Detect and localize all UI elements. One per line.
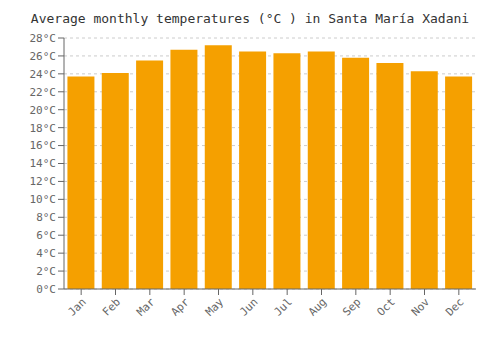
svg-text:18°C: 18°C: [30, 122, 57, 135]
svg-text:Nov: Nov: [409, 295, 433, 319]
svg-text:20°C: 20°C: [30, 104, 57, 117]
svg-text:Feb: Feb: [100, 295, 123, 318]
svg-text:May: May: [203, 295, 227, 319]
svg-text:2°C: 2°C: [36, 265, 56, 278]
svg-text:14°C: 14°C: [30, 157, 57, 170]
svg-text:Mar: Mar: [134, 295, 158, 319]
svg-text:28°C: 28°C: [30, 32, 57, 45]
svg-text:24°C: 24°C: [30, 68, 57, 81]
svg-text:26°C: 26°C: [30, 50, 57, 63]
svg-text:Apr: Apr: [169, 295, 193, 319]
svg-text:10°C: 10°C: [30, 193, 57, 206]
svg-text:Aug: Aug: [306, 295, 329, 318]
svg-text:Oct: Oct: [375, 295, 398, 318]
html-text:Average monthly temperatures (: Average monthly temperatures (°C ) in Sa…: [30, 11, 470, 26]
svg-text:Dec: Dec: [443, 295, 466, 318]
svg-text:6°C: 6°C: [36, 229, 56, 242]
svg-text:4°C: 4°C: [36, 247, 56, 260]
svg-text:Jan: Jan: [66, 295, 89, 318]
svg-text:Jun: Jun: [237, 295, 260, 318]
svg-text:22°C: 22°C: [30, 86, 57, 99]
svg-text:0°C: 0°C: [36, 283, 56, 296]
svg-text:Jul: Jul: [272, 295, 295, 318]
svg-text:8°C: 8°C: [36, 211, 56, 224]
svg-text:12°C: 12°C: [30, 175, 57, 188]
svg-text:16°C: 16°C: [30, 139, 57, 152]
svg-text:Sep: Sep: [340, 295, 363, 318]
